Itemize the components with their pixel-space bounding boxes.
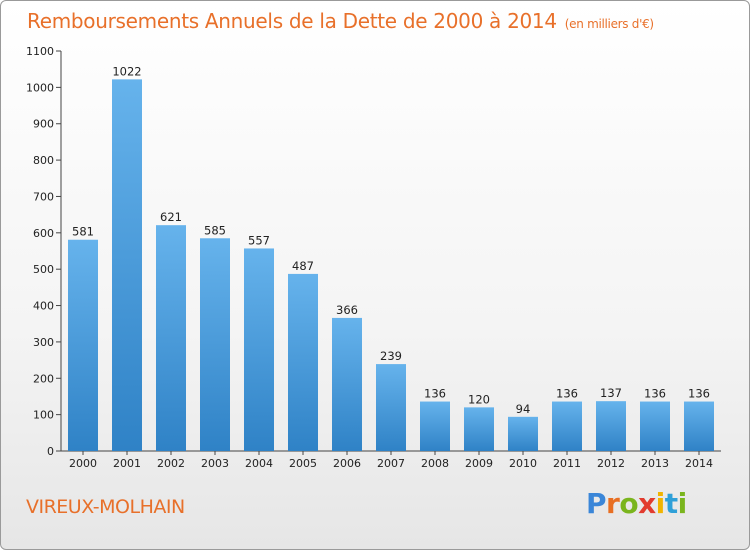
y-tick-label: 700: [33, 190, 54, 203]
value-label-2008: 136: [424, 387, 446, 401]
y-tick-label: 1100: [26, 45, 54, 58]
y-tick-label: 900: [33, 118, 54, 131]
chart-title: Remboursements Annuels de la Dette de 20…: [27, 9, 654, 33]
x-tick-label-2013: 2013: [641, 457, 669, 470]
value-label-2004: 557: [248, 233, 270, 247]
value-label-2013: 136: [644, 387, 666, 401]
value-label-2000: 581: [72, 225, 94, 239]
y-tick-label: 200: [33, 372, 54, 385]
bar-2002: [156, 225, 186, 451]
chart-subtitle: (en milliers d'€): [564, 17, 654, 31]
x-tick-label-2005: 2005: [289, 457, 317, 470]
bars: [68, 79, 714, 451]
value-label-2003: 585: [204, 223, 226, 237]
y-tick-label: 300: [33, 336, 54, 349]
value-label-2006: 366: [336, 303, 358, 317]
value-label-2012: 137: [600, 386, 622, 400]
commune-name: VIREUX-MOLHAIN: [26, 496, 185, 518]
bar-2003: [200, 238, 230, 451]
y-tick-label: 0: [47, 445, 54, 458]
value-label-2010: 94: [516, 402, 531, 416]
y-tick-label: 800: [33, 154, 54, 167]
title-text: Remboursements Annuels de la Dette de 20…: [27, 9, 557, 33]
logo-letter: t: [664, 487, 678, 520]
x-tick-label-2010: 2010: [509, 457, 537, 470]
logo-letter: x: [638, 487, 656, 520]
logo-letter: i: [677, 487, 688, 520]
logo-letter: r: [606, 487, 620, 520]
x-tick-label-2001: 2001: [113, 457, 141, 470]
bar-2004: [244, 248, 274, 451]
value-label-2014: 136: [688, 387, 710, 401]
x-tick-label-2009: 2009: [465, 457, 493, 470]
x-tick-label-2004: 2004: [245, 457, 273, 470]
logo-letter: o: [619, 487, 639, 520]
data-labels: 581 1022 621 585 557 487 366 239 136 120 94 136 137 1…: [72, 64, 710, 415]
value-label-2011: 136: [556, 387, 578, 401]
logo-letter: P: [586, 487, 607, 520]
value-label-2002: 621: [160, 210, 182, 224]
bar-2013: [640, 401, 670, 451]
bar-2009: [464, 407, 494, 451]
bar-2007: [376, 364, 406, 451]
y-tick-label: 1000: [26, 81, 54, 94]
y-tick-label: 500: [33, 263, 54, 276]
x-tick-label-2002: 2002: [157, 457, 185, 470]
bar-2005: [288, 273, 318, 451]
x-tick-label-2014: 2014: [685, 457, 713, 470]
bar-2014: [684, 401, 714, 451]
x-tick-label-2012: 2012: [597, 457, 625, 470]
proxiti-logo: Proxiti: [586, 487, 687, 520]
logo-letter: i: [655, 487, 666, 520]
axes: 0 100 200 300 400 500 600 700 800 900 1000 1100 2000…: [26, 45, 721, 470]
value-label-2007: 239: [380, 349, 402, 363]
bar-2006: [332, 317, 362, 451]
bar-2000: [68, 239, 98, 451]
bar-2011: [552, 401, 582, 451]
bar-2008: [420, 401, 450, 451]
value-label-2001: 1022: [112, 64, 141, 78]
bar-2012: [596, 401, 626, 451]
x-tick-label-2006: 2006: [333, 457, 361, 470]
x-tick-label-2000: 2000: [69, 457, 97, 470]
value-label-2005: 487: [292, 259, 314, 273]
x-tick-label-2011: 2011: [553, 457, 581, 470]
bar-2001: [112, 79, 142, 451]
y-tick-label: 600: [33, 227, 54, 240]
x-tick-label-2008: 2008: [421, 457, 449, 470]
y-tick-label: 100: [33, 409, 54, 422]
value-label-2009: 120: [468, 392, 490, 406]
y-tick-label: 400: [33, 300, 54, 313]
x-tick-label-2007: 2007: [377, 457, 405, 470]
bar-2010: [508, 416, 538, 451]
x-tick-label-2003: 2003: [201, 457, 229, 470]
